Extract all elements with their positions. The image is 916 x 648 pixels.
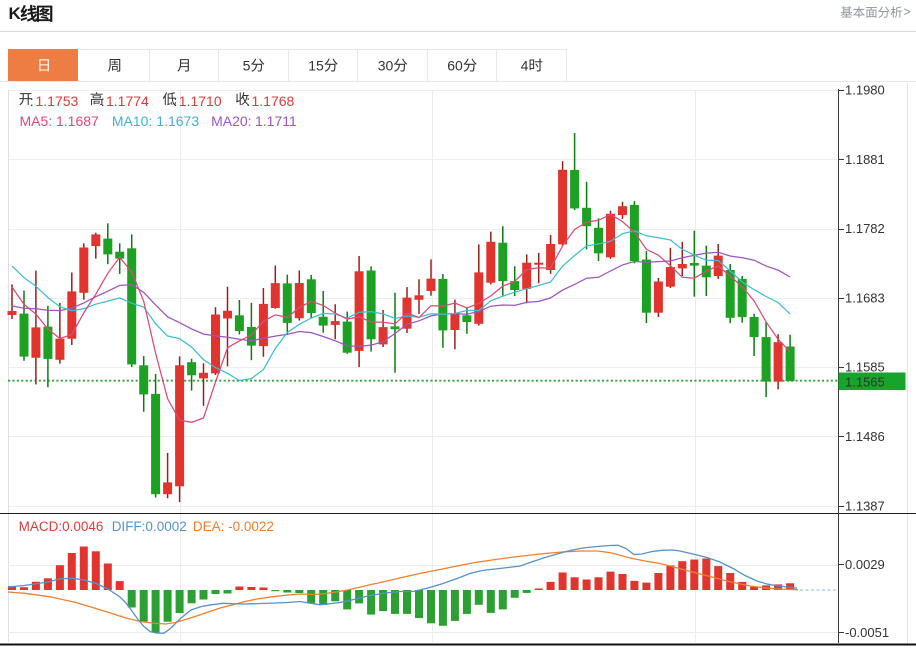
svg-text:30: 30: [378, 58, 394, 74]
svg-text:1.1387: 1.1387: [845, 498, 885, 513]
svg-text:5: 5: [243, 58, 251, 74]
svg-text:15: 15: [308, 58, 324, 74]
svg-text:4: 4: [521, 58, 529, 74]
svg-text:1.1881: 1.1881: [845, 152, 885, 167]
svg-text:-0.0051: -0.0051: [845, 625, 889, 640]
svg-text:1.1486: 1.1486: [845, 429, 885, 444]
svg-text:1.1565: 1.1565: [845, 375, 885, 390]
svg-text:1.1585: 1.1585: [845, 360, 885, 375]
svg-text:0.0029: 0.0029: [845, 557, 885, 572]
svg-text:60: 60: [447, 58, 463, 74]
svg-text:1.1980: 1.1980: [845, 83, 885, 98]
svg-text:1.1683: 1.1683: [845, 290, 885, 305]
svg-text:1.1782: 1.1782: [845, 221, 885, 236]
